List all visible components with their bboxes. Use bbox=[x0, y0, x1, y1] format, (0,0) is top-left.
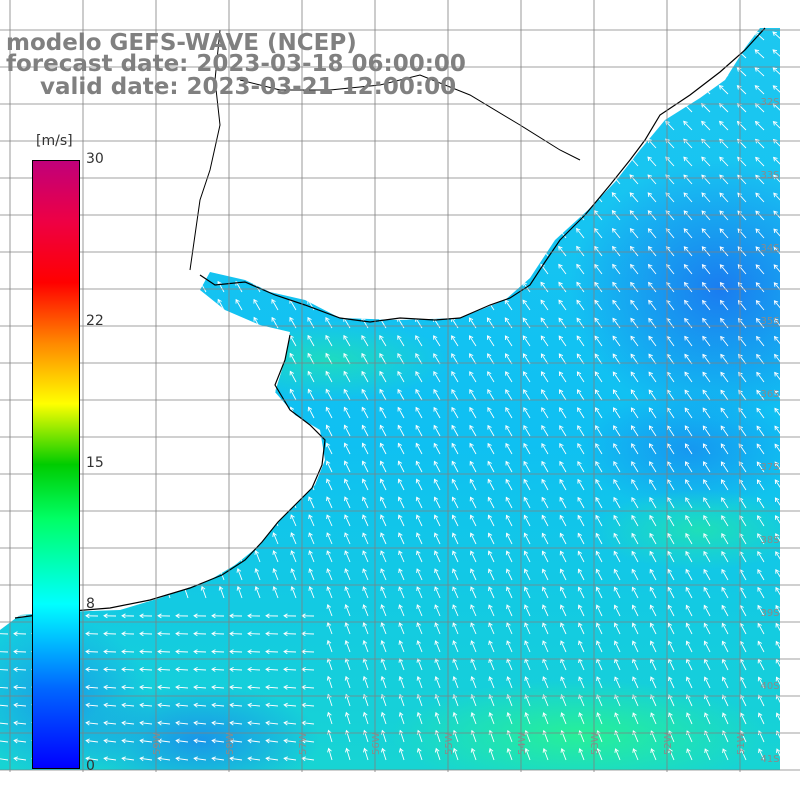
colorbar-tick-label: 0 bbox=[86, 758, 95, 774]
colorbar-unit: [m/s] bbox=[36, 133, 73, 149]
colorbar-tick-label: 15 bbox=[86, 454, 104, 471]
coastline bbox=[199, 27, 766, 323]
latitude-labels: 32S 33S 34S 35S 36S 37S 38S 39S 40S 41S bbox=[760, 97, 779, 765]
lat-label: 41S bbox=[760, 754, 779, 765]
lat-label: 38S bbox=[760, 535, 779, 546]
uruguay-border bbox=[189, 29, 581, 271]
lat-lon-grid bbox=[0, 0, 800, 772]
lat-label: 33S bbox=[760, 170, 779, 181]
colorbar-tick-label: 30 bbox=[86, 151, 104, 167]
forecast-date: forecast date: 2023-03-18 06:00:00 bbox=[6, 51, 466, 77]
lon-label: 51W bbox=[736, 732, 747, 755]
lon-label: 58W bbox=[225, 732, 236, 755]
lat-label: 40S bbox=[760, 681, 779, 692]
lat-label: 37S bbox=[760, 462, 779, 473]
lon-label: 54W bbox=[517, 732, 528, 755]
lon-label: 52W bbox=[663, 732, 674, 755]
lon-label: 57W bbox=[298, 732, 309, 755]
model-title: modelo GEFS-WAVE (NCEP) bbox=[6, 30, 357, 56]
colorbar-tick-label: 22 bbox=[86, 312, 104, 329]
lon-label: 55W bbox=[444, 732, 455, 755]
lat-label: 32S bbox=[760, 97, 779, 108]
longitude-labels: 59W 58W 57W 56W 55W 54W 53W 52W 51W bbox=[152, 732, 747, 755]
lat-label: 39S bbox=[760, 608, 779, 619]
colorbar bbox=[32, 160, 80, 769]
lon-label: 56W bbox=[371, 732, 382, 755]
lat-label: 34S bbox=[760, 243, 779, 254]
lat-label: 35S bbox=[760, 316, 779, 327]
colorbar-tick-label: 8 bbox=[86, 596, 95, 613]
lon-label: 59W bbox=[152, 732, 163, 755]
valid-date: valid date: 2023-03-21 12:00:00 bbox=[40, 74, 457, 100]
coastline-argentina bbox=[14, 334, 326, 619]
lon-label: 53W bbox=[590, 732, 601, 755]
lat-label: 36S bbox=[760, 389, 779, 400]
